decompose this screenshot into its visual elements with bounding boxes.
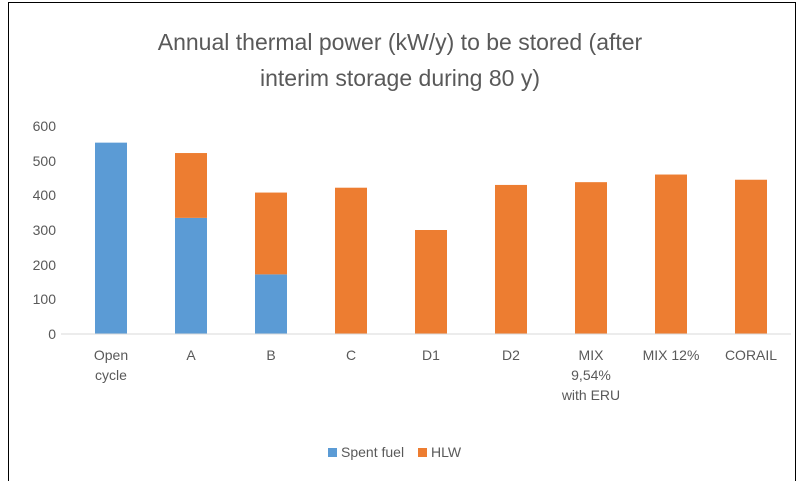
bar-segment — [415, 230, 447, 334]
chart-title: Annual thermal power (kW/y) to be stored… — [157, 29, 643, 91]
bar-segment — [655, 174, 687, 334]
y-tick-label: 300 — [32, 222, 56, 238]
bar-segment — [175, 217, 207, 334]
y-tick-label: 100 — [32, 291, 56, 308]
x-tick-label: B — [266, 347, 276, 363]
y-tick-label: 0 — [48, 326, 56, 342]
x-tick-label: Open cycle — [93, 347, 129, 383]
y-tick-label: 200 — [32, 256, 56, 273]
legend-swatch — [328, 447, 337, 457]
bar-segment — [335, 187, 367, 334]
y-tick-label: 600 — [32, 118, 56, 134]
x-tick-label: MIX 9,54% with ERU — [561, 347, 621, 403]
chart-frame — [8, 2, 796, 481]
legend-label: Spent fuel — [341, 444, 405, 460]
x-tick-label: A — [186, 347, 196, 363]
y-tick-label: 500 — [32, 152, 56, 169]
x-tick-label: CORAIL — [724, 347, 778, 363]
x-tick-label: MIX 12% — [642, 347, 700, 363]
bar-segment — [255, 192, 287, 275]
legend-item: HLW — [418, 444, 461, 460]
legend-swatch — [418, 447, 427, 457]
legend-item: Spent fuel — [328, 444, 404, 460]
bar-segment — [735, 179, 767, 334]
bar-segment — [495, 184, 527, 334]
x-tick-label: C — [345, 347, 357, 363]
legend-label: HLW — [431, 444, 462, 460]
bar-segment — [175, 153, 207, 218]
bar-segment — [255, 274, 287, 334]
x-tick-label: D1 — [422, 347, 440, 363]
x-tick-label: D2 — [502, 347, 520, 363]
bar-segment — [575, 182, 607, 334]
y-tick-label: 400 — [32, 187, 56, 204]
bar-segment — [95, 142, 127, 334]
